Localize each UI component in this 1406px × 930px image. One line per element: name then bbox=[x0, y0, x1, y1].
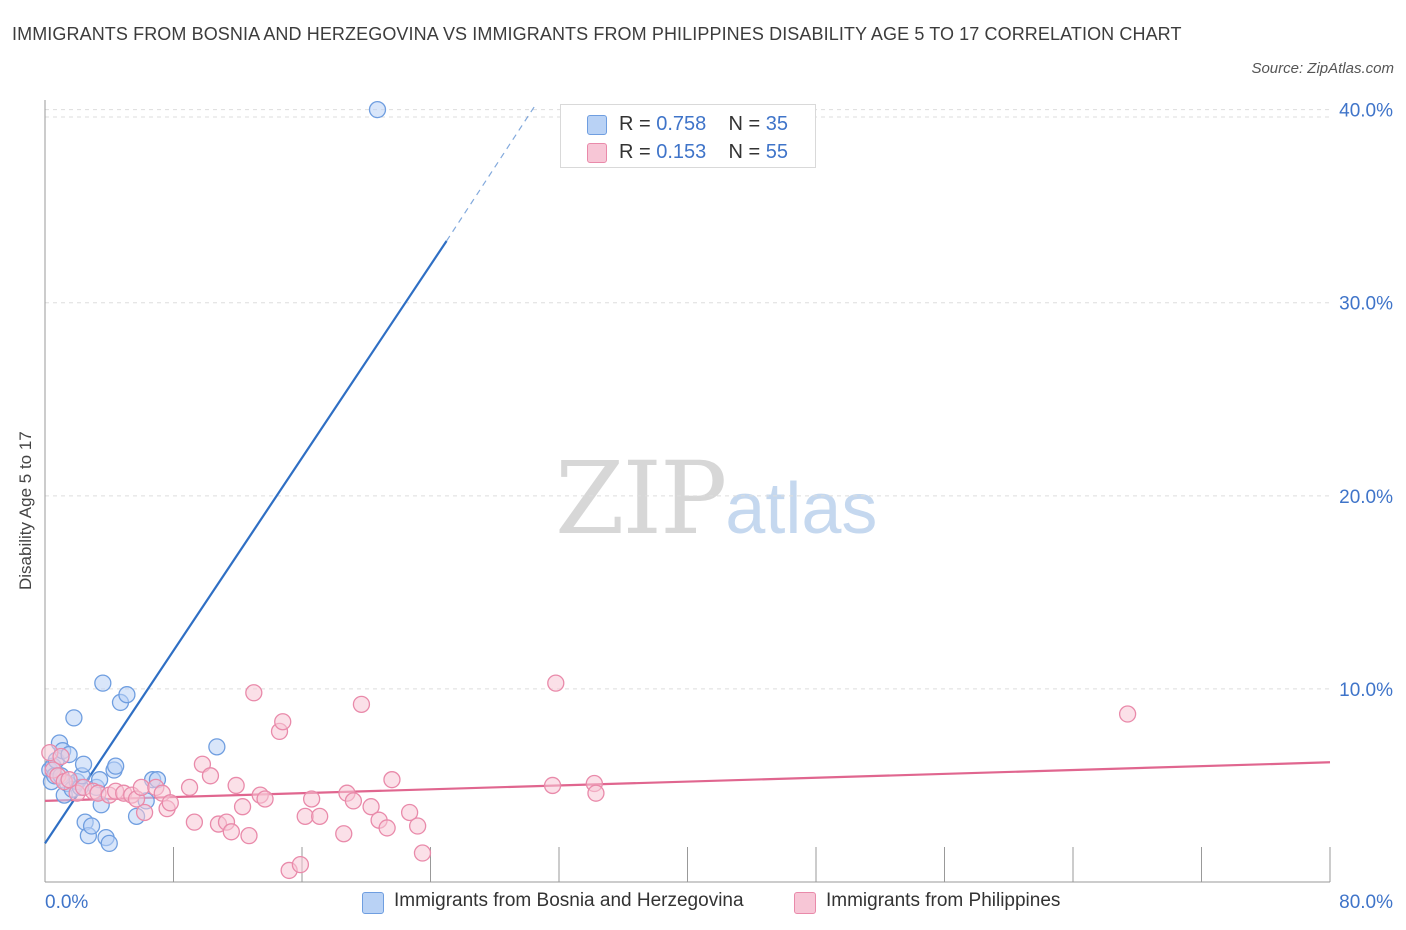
trend-line-bosnia bbox=[44, 240, 448, 844]
x-tick-label: 80.0% bbox=[1339, 892, 1393, 913]
point-philippines bbox=[227, 776, 245, 795]
legend-r-label: R = bbox=[619, 141, 651, 163]
point-bosnia bbox=[100, 834, 118, 853]
y-tick-label: 10.0% bbox=[1339, 680, 1393, 701]
axes bbox=[44, 100, 1331, 883]
tick-labels: 10.0% 20.0% 30.0% 40.0% 0.0% 80.0% bbox=[45, 101, 1393, 913]
point-philippines bbox=[408, 817, 427, 835]
point-bosnia bbox=[368, 101, 387, 119]
point-philippines bbox=[256, 790, 274, 808]
y-tick-label: 30.0% bbox=[1339, 294, 1393, 315]
series-swatch-philippines bbox=[794, 892, 816, 914]
series-label-bosnia: Immigrants from Bosnia and Herzegovina bbox=[394, 890, 744, 911]
legend-r-value: 0.153 bbox=[656, 141, 707, 163]
watermark-atlas: atlas bbox=[725, 469, 878, 549]
point-bosnia bbox=[74, 755, 93, 773]
point-bosnia bbox=[82, 817, 101, 835]
point-philippines bbox=[240, 827, 258, 845]
point-philippines bbox=[52, 747, 70, 766]
point-philippines bbox=[161, 794, 179, 812]
legend-r-value: 0.758 bbox=[656, 113, 707, 135]
point-philippines bbox=[60, 771, 78, 789]
point-bosnia bbox=[94, 674, 112, 692]
legend-swatch-bosnia bbox=[587, 115, 607, 135]
point-philippines bbox=[311, 807, 329, 826]
point-philippines bbox=[362, 798, 380, 816]
point-philippines bbox=[543, 776, 562, 795]
point-philippines bbox=[413, 844, 432, 862]
point-philippines bbox=[335, 825, 353, 843]
point-philippines bbox=[547, 674, 565, 692]
watermark-zip: ZIP bbox=[555, 440, 727, 557]
point-bosnia bbox=[208, 738, 226, 756]
y-axis-label: Disability Age 5 to 17 bbox=[16, 431, 35, 590]
point-philippines bbox=[352, 695, 371, 714]
y-tick-label: 20.0% bbox=[1339, 487, 1393, 508]
source-label: Source: ZipAtlas.com bbox=[1251, 60, 1394, 77]
point-bosnia bbox=[107, 757, 125, 775]
point-philippines bbox=[296, 807, 314, 826]
point-philippines bbox=[135, 803, 154, 822]
legend-n-value: 55 bbox=[765, 141, 789, 163]
legend-n-label: N = bbox=[728, 141, 761, 163]
trend-lines bbox=[44, 105, 1331, 844]
gridlines bbox=[45, 109, 1330, 690]
point-philippines bbox=[180, 778, 199, 797]
point-philippines bbox=[587, 784, 605, 802]
point-bosnia bbox=[118, 686, 136, 704]
point-philippines bbox=[291, 855, 310, 874]
point-philippines bbox=[245, 684, 263, 702]
data-points bbox=[41, 101, 1137, 880]
point-philippines bbox=[400, 803, 419, 822]
y-tick-label: 40.0% bbox=[1339, 101, 1393, 122]
legend-n-label: N = bbox=[728, 113, 761, 135]
chart-title: IMMIGRANTS FROM BOSNIA AND HERZEGOVINA V… bbox=[12, 24, 1182, 44]
x-tick-label: 0.0% bbox=[45, 892, 88, 913]
series-legend-philippines[interactable]: Immigrants from Philippines bbox=[794, 890, 1094, 916]
point-philippines bbox=[274, 713, 292, 731]
point-philippines bbox=[185, 813, 204, 831]
point-philippines bbox=[344, 792, 363, 810]
point-philippines bbox=[201, 767, 220, 785]
legend-n-value: 35 bbox=[765, 113, 789, 135]
point-philippines bbox=[222, 823, 240, 841]
point-philippines bbox=[233, 798, 252, 816]
point-philippines bbox=[1118, 705, 1137, 723]
point-philippines bbox=[132, 778, 151, 797]
legend-swatch-philippines bbox=[587, 143, 607, 163]
point-bosnia bbox=[65, 709, 83, 727]
legend-r-label: R = bbox=[619, 113, 651, 135]
series-swatch-bosnia bbox=[362, 892, 384, 914]
point-philippines bbox=[302, 790, 321, 808]
point-philippines bbox=[378, 819, 396, 837]
point-philippines bbox=[383, 771, 401, 789]
series-legend-bosnia[interactable]: Immigrants from Bosnia and Herzegovina bbox=[362, 890, 782, 916]
watermark: ZIPatlas bbox=[555, 440, 877, 557]
series-label-philippines: Immigrants from Philippines bbox=[826, 890, 1061, 911]
trend-extension-bosnia bbox=[446, 105, 536, 242]
correlation-legend: R = 0.758 N = 35 R = 0.153 N = 55 bbox=[560, 104, 816, 168]
